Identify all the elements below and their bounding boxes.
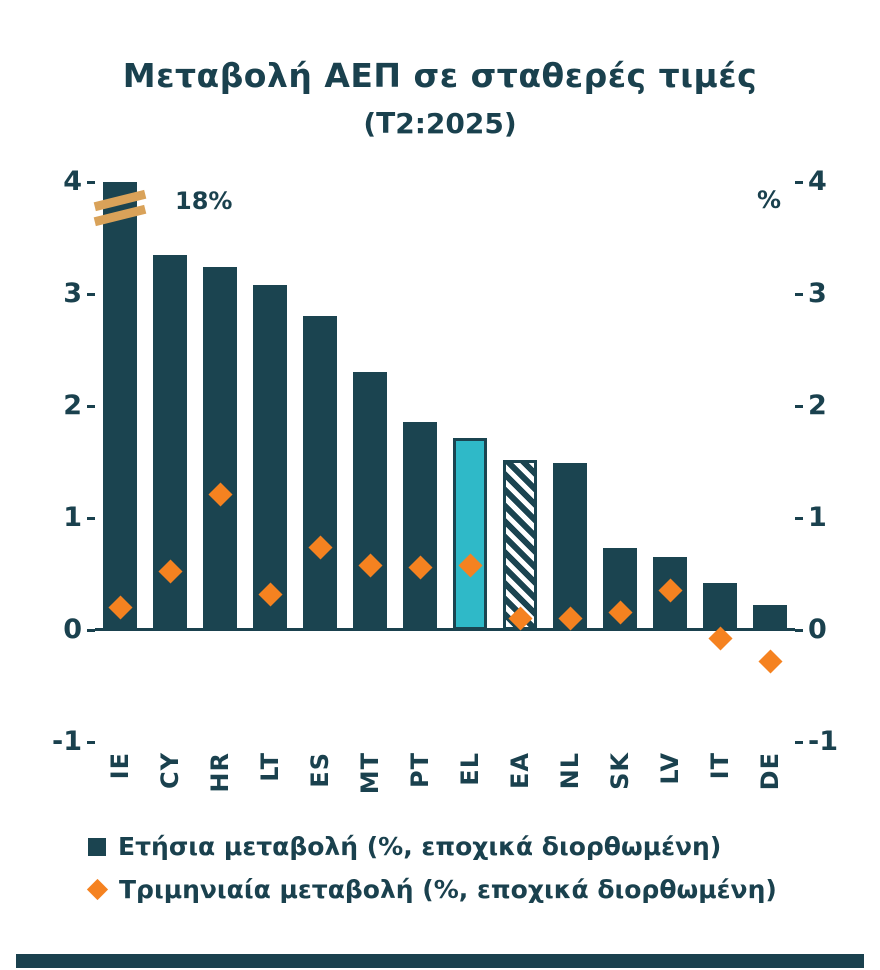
bar-EA [503, 459, 537, 630]
y-tick-left-2-mark [87, 405, 95, 408]
clipped-bar-annotation: 18% [175, 187, 233, 215]
y-tick-left-1-mark [87, 517, 95, 520]
y-tick-right-0-mark [795, 629, 803, 632]
bar-NL [553, 463, 587, 630]
bar-PT [403, 421, 437, 630]
y-tick-left-1: 1 [63, 502, 82, 533]
chart-subtitle: (Τ2:2025) [363, 107, 517, 140]
x-label-NL: NL [545, 752, 595, 812]
bar-EL [453, 438, 487, 630]
legend-label-quarterly: Τριμηνιαία μεταβολή (%, εποχικά διορθωμέ… [119, 875, 777, 904]
legend: Ετήσια μεταβολή (%, εποχικά διορθωμένη) … [86, 832, 777, 904]
x-label-text-LT: LT [256, 752, 284, 782]
y-tick-left--1: -1 [52, 726, 82, 757]
y-tick-right-2-mark [795, 405, 803, 408]
x-label-EL: EL [445, 752, 495, 812]
bar-HR [203, 267, 237, 630]
y-tick-left-0: 0 [63, 614, 82, 645]
x-label-text-SK: SK [606, 752, 634, 790]
x-label-text-PT: PT [406, 752, 434, 788]
x-label-text-EL: EL [456, 752, 484, 786]
x-label-ES: ES [295, 752, 345, 812]
x-label-text-CY: CY [156, 752, 184, 789]
y-tick-left--1-mark [87, 741, 95, 744]
y-tick-left-4-mark [87, 181, 95, 184]
zero-axis-line [95, 628, 795, 631]
y-tick-left-4: 4 [63, 166, 82, 197]
bar-DE [753, 605, 787, 630]
x-label-text-LV: LV [656, 752, 684, 785]
x-label-EA: EA [495, 752, 545, 812]
bar-MT [353, 372, 387, 630]
legend-item-quarterly: Τριμηνιαία μεταβολή (%, εποχικά διορθωμέ… [86, 875, 777, 904]
x-label-IT: IT [695, 752, 745, 812]
legend-item-annual: Ετήσια μεταβολή (%, εποχικά διορθωμένη) [88, 832, 777, 861]
x-label-LV: LV [645, 752, 695, 812]
legend-square-marker-icon [88, 837, 106, 856]
y-tick-right-4-mark [795, 181, 803, 184]
x-label-SK: SK [595, 752, 645, 812]
y-tick-right--1-mark [795, 741, 803, 744]
legend-label-annual: Ετήσια μεταβολή (%, εποχικά διορθωμένη) [118, 832, 722, 861]
bar-IT [703, 582, 737, 630]
x-label-LT: LT [245, 752, 295, 812]
y-tick-right--1: -1 [808, 726, 838, 757]
x-label-text-ES: ES [306, 752, 334, 788]
y-tick-left-2: 2 [63, 390, 82, 421]
x-label-text-MT: MT [356, 752, 384, 795]
x-label-text-EA: EA [506, 752, 534, 789]
x-label-text-NL: NL [556, 752, 584, 790]
footer-accent-bar [16, 954, 864, 968]
y-tick-left-0-mark [87, 629, 95, 632]
x-label-MT: MT [345, 752, 395, 812]
x-label-IE: IE [95, 752, 145, 812]
x-label-text-IT: IT [706, 752, 734, 780]
bar-ES [303, 316, 337, 630]
x-label-CY: CY [145, 752, 195, 812]
y-tick-left-3: 3 [63, 278, 82, 309]
y-tick-right-1-mark [795, 517, 803, 520]
legend-diamond-marker-icon [86, 878, 109, 901]
x-label-text-IE: IE [106, 752, 134, 780]
x-label-HR: HR [195, 752, 245, 812]
x-label-DE: DE [745, 752, 795, 812]
x-label-text-DE: DE [756, 752, 784, 791]
x-label-PT: PT [395, 752, 445, 812]
y-tick-left-3-mark [87, 293, 95, 296]
y-tick-right-3: 3 [808, 278, 827, 309]
right-axis-unit-label: % [756, 186, 781, 214]
bar-IE [103, 182, 137, 630]
y-tick-right-3-mark [795, 293, 803, 296]
y-tick-right-2: 2 [808, 390, 827, 421]
y-tick-right-4: 4 [808, 166, 827, 197]
diamond-DE [757, 649, 783, 674]
x-label-text-HR: HR [206, 752, 234, 793]
plot-area: 18% % [93, 182, 795, 742]
bar-LT [253, 285, 287, 630]
y-tick-right-1: 1 [808, 502, 827, 533]
chart-title: Μεταβολή ΑΕΠ σε σταθερές τιμές [122, 56, 758, 95]
y-tick-right-0: 0 [808, 614, 827, 645]
